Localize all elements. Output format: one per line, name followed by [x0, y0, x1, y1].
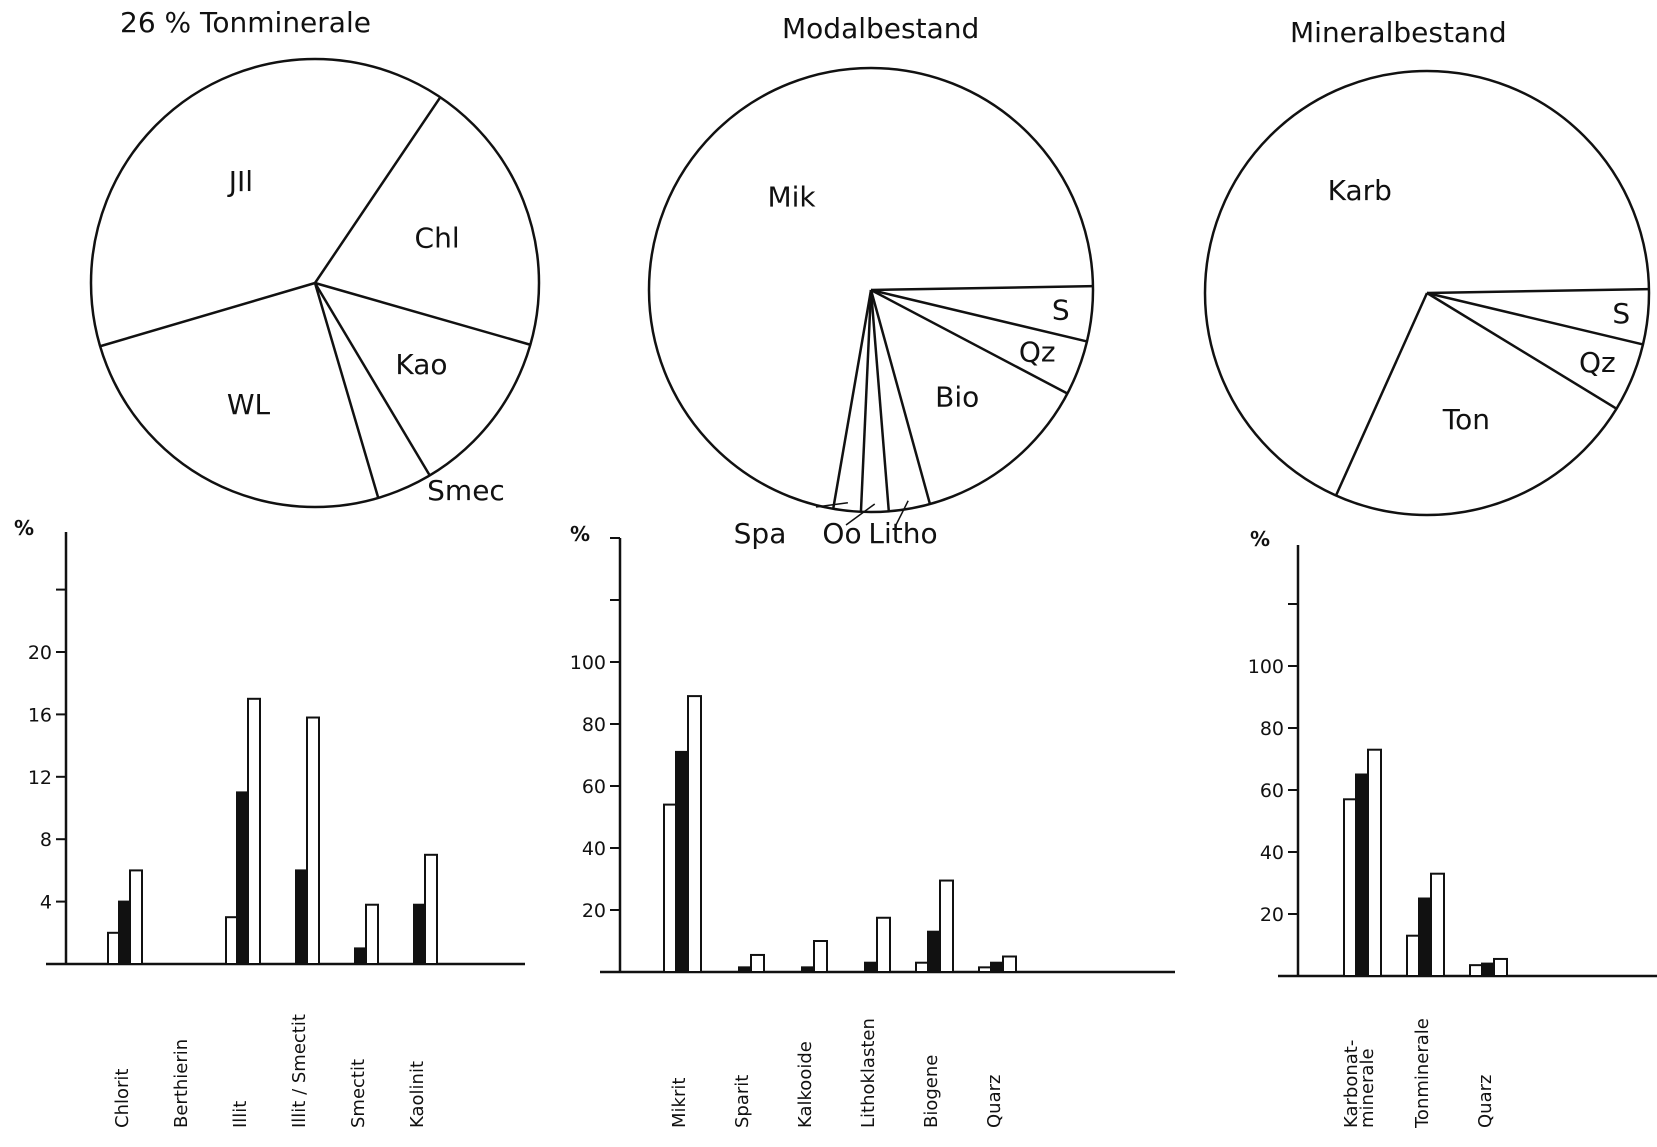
bar-karbonat-minerale-s3 [1367, 748, 1382, 978]
pie-slice-boundary [99, 281, 316, 348]
bar-chart-modalbestand: % 20 40 60 80 100 Mikrit Sparit Kalkooide Lithokl… [570, 522, 1175, 1128]
y-tick-label: 20 [28, 642, 52, 664]
bar-kaolinit-s3 [424, 853, 438, 965]
bar-quarz-s3 [1002, 955, 1017, 973]
x-category-label: Karbonat- [1341, 1040, 1362, 1128]
x-category-label: Illit [230, 1101, 251, 1128]
y-axis-label: % [14, 516, 34, 540]
bar-chart-mineralbestand: % 20 40 60 80 100 Karbonat-minerale Tonminerale… [1248, 527, 1657, 1129]
pie-mineralbestand: S Qz Ton Karb [1203, 69, 1651, 517]
x-category-label: Quarz [984, 1075, 1005, 1128]
pie-label-oo: Oo [822, 517, 861, 550]
pie-label-mik: Mik [767, 180, 816, 213]
pie-slice-boundary [313, 282, 431, 477]
pie-tonminerale: Chl Kao Smec WL JIl [89, 57, 541, 509]
pie-slice-boundary [1426, 287, 1649, 295]
pie-slice-boundary [870, 284, 1093, 292]
pie3-title: Mineralbestand [1290, 16, 1507, 49]
y-tick-label: 12 [28, 767, 52, 789]
pie-label-smec: Smec [427, 474, 505, 507]
y-tick-label: 40 [1260, 842, 1284, 864]
pie-label-kao: Kao [395, 348, 447, 381]
x-category-label: Kaolinit [407, 1061, 428, 1128]
pie-label-bio: Bio [935, 380, 979, 413]
pie-slice-boundary [313, 96, 442, 284]
pie-outline [1203, 69, 1651, 517]
y-tick-label: 80 [1260, 718, 1284, 740]
pie-label-s: S [1612, 297, 1630, 330]
pie-leader-line [895, 500, 909, 526]
y-axis-label: % [570, 522, 590, 546]
pie-leader-line [815, 502, 848, 508]
pie-label-ton: Ton [1442, 403, 1490, 436]
x-category-label: Lithoklasten [858, 1018, 879, 1128]
pie-label-wl: WL [227, 388, 271, 421]
bar-chlorit-s3 [129, 869, 143, 966]
bar-quarz-s3 [1493, 957, 1508, 978]
pie-label-qz: Qz [1579, 346, 1616, 379]
pie-slice-smec [315, 283, 430, 498]
y-tick-label: 20 [582, 900, 606, 922]
x-category-label: Chlorit [112, 1069, 133, 1128]
y-tick-label: 20 [1260, 904, 1284, 926]
y-tick-label: 4 [40, 892, 52, 914]
bar-smectit-s3 [365, 903, 379, 965]
pie-label-s: S [1052, 294, 1070, 327]
y-tick-label: 8 [40, 829, 52, 851]
pie-outline [647, 66, 1095, 514]
pie-slice-boundary [869, 289, 932, 505]
pie-slice-boundary [313, 282, 380, 499]
x-category-label: Sparit [732, 1075, 753, 1128]
bar-lithoklasten-s3 [876, 916, 891, 973]
bar-tonminerale-s3 [1430, 872, 1445, 978]
pie-slice-boundary [831, 289, 873, 509]
y-tick-label: 60 [582, 776, 606, 798]
y-tick-label: 16 [28, 704, 52, 726]
pie-label-karb: Karb [1328, 174, 1392, 207]
pie-slice-boundary [870, 288, 1068, 395]
y-tick-label: 60 [1260, 780, 1284, 802]
pie-label-litho: Litho [868, 517, 937, 550]
pie-slice-boundary [314, 281, 531, 346]
pie-slice-boundary [859, 289, 873, 512]
pie-slice-boundary [1334, 292, 1429, 497]
x-category-label: Biogene [921, 1055, 942, 1128]
bar-sparit-s3 [750, 953, 765, 974]
pie-slice-boundary [869, 289, 891, 512]
pie-label-qz: Qz [1019, 335, 1056, 368]
y-axis-label: % [1250, 527, 1270, 551]
pie-slice-boundary [1426, 291, 1644, 346]
pie-slice-boundary [870, 288, 1088, 343]
bar-biogene-s3 [939, 879, 954, 973]
x-category-label: Mikrit [669, 1078, 690, 1128]
x-category-label: Smectit [348, 1059, 369, 1128]
pie-slice-boundary [1426, 291, 1618, 410]
y-tick-label: 80 [582, 714, 606, 736]
bar-illit-smectit-s3 [306, 716, 320, 966]
y-tick-label: 40 [582, 838, 606, 860]
pie-label-jil: JIl [227, 165, 253, 198]
x-category-label: minerale [1357, 1048, 1378, 1128]
y-tick-label: 100 [1248, 656, 1284, 678]
bar-kalkooide-s3 [813, 940, 828, 973]
pie-label-chl: Chl [415, 222, 460, 255]
bar-mikrit-s3 [687, 695, 702, 973]
x-category-label: Tonminerale [1412, 1018, 1433, 1129]
x-category-label: Kalkooide [795, 1041, 816, 1128]
pie-outline [89, 57, 541, 509]
x-category-label: Berthierin [171, 1039, 192, 1128]
pie1-title: 26 % Tonminerale [120, 6, 371, 39]
pie-leader-line [845, 503, 876, 526]
y-tick-label: 100 [570, 652, 606, 674]
pie-label-spa: Spa [734, 517, 787, 550]
bar-illit-s3 [247, 697, 261, 965]
pie2-title: Modalbestand [782, 12, 979, 45]
x-category-label: Quarz [1475, 1075, 1496, 1128]
x-category-label: Illit / Smectit [289, 1014, 310, 1128]
bar-chart-tonminerale: % 4 8 12 16 20 Chlorit Berthierin Illit Illit / S… [14, 516, 525, 1128]
